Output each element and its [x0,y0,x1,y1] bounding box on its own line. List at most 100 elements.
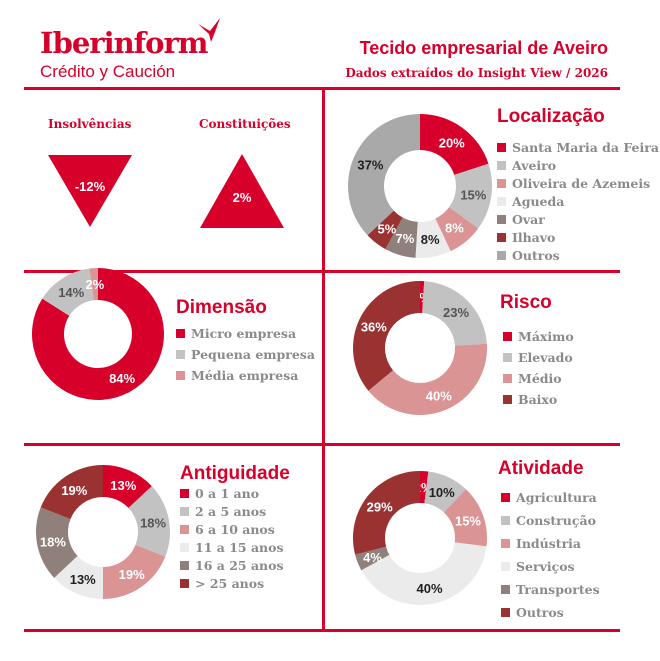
localizacao-slice-3 [415,218,451,258]
legend-swatch [501,493,510,502]
legend-label: 0 a 1 ano [195,485,260,501]
atividade-slice-3 [361,542,487,605]
legend-swatch [497,142,506,152]
legend-label: Santa Maria da Feira [512,139,659,155]
antiguidade-slice-0 [103,465,152,509]
atividade-data-label: 2% [414,480,433,495]
legend-swatch [501,585,510,594]
legend-swatch [180,488,189,498]
legend-swatch [176,329,185,338]
legend-label: Oliveira de Azemeis [512,175,651,191]
legend-label: Outros [512,247,560,263]
legend-label: Transportes [516,582,600,597]
legend-item: 6 a 10 anos [180,520,284,538]
legend-item: Agricultura [501,486,600,509]
legend-label: Baixo [518,392,558,407]
legend-label: Micro empresa [191,326,297,341]
page-subtitle: Dados extraídos do Insight View / 2026 [345,66,608,80]
atividade-data-label: 4% [363,550,382,565]
legend-label: Serviços [516,559,575,574]
legend-item: Outros [501,601,600,624]
down-triangle-icon: -12% [48,155,132,227]
constituicoes-value: 2% [233,190,252,205]
localizacao-data-label: 37% [357,158,383,173]
dimensao-data-label: 14% [58,285,84,300]
legend-swatch [180,506,189,516]
risco-slice-2 [368,343,487,416]
legend-item: 0 a 1 ano [180,484,284,502]
risco-data-label: 1% [412,290,431,305]
legend-item: Serviços [501,555,600,578]
legend-item: Ilhavo [497,228,659,246]
localizacao-slice-2 [435,207,479,252]
localizacao-data-label: 8% [421,232,440,247]
brand-subtitle: Crédito y Caución [40,62,176,81]
dimensao-slice-1 [42,268,94,316]
dimensao-data-label: 2% [85,277,104,292]
legend-swatch [497,160,506,170]
legend-label: Ilhavo [512,229,556,245]
legend-label: Aveiro [512,157,557,173]
atividade-data-label: 10% [429,485,455,500]
legend-swatch [503,353,512,362]
legend-swatch [501,562,510,571]
legend-label: Máximo [518,329,574,344]
brand-logo: Iberinform [40,26,208,60]
dimensao-legend: Micro empresa Pequena empresa Média empres… [176,323,315,386]
legend-label: Agueda [512,193,565,209]
legend-swatch [176,350,185,359]
page-title: Tecido empresarial de Aveiro [359,38,608,58]
antiguidade-slice-3 [54,555,103,599]
legend-item: 11 a 15 anos [180,538,284,556]
legend-item: Máximo [503,326,574,347]
localizacao-slice-1 [449,163,492,229]
legend-swatch [497,250,506,260]
legend-label: 11 a 15 anos [195,539,284,555]
legend-item: Média empresa [176,365,315,386]
legend-item: Pequena empresa [176,344,315,365]
divider [322,87,325,632]
localizacao-slice-4 [385,217,418,258]
legend-item: Médio [503,368,574,389]
legend-swatch [503,374,512,383]
antiguidade-slice-4 [36,507,78,578]
antiguidade-data-label: 13% [110,478,136,493]
antiguidade-data-label: 19% [119,567,145,582]
legend-swatch [180,524,189,534]
legend-label: Média empresa [191,368,299,383]
legend-swatch [497,214,506,224]
antiguidade-legend: 0 a 1 ano 2 a 5 anos 6 a 10 anos 11 a 15 an… [180,484,284,592]
legend-item: Oliveira de Azemeis [497,174,659,192]
risco-slice-0 [420,281,425,314]
risco-slice-3 [352,281,420,391]
antiguidade-data-label: 13% [70,572,96,587]
insolvencias-label: Insolvências [48,117,132,131]
legend-item: Santa Maria da Feira [497,138,659,156]
legend-item: Ovar [497,210,659,228]
legend-item: > 25 anos [180,574,284,592]
atividade-slice-5 [352,471,420,555]
legend-swatch [503,332,512,341]
legend-label: Médio [518,371,562,386]
legend-item: 16 a 25 anos [180,556,284,574]
antiguidade-slice-5 [40,465,103,520]
legend-label: Ovar [512,211,545,227]
legend-item: Elevado [503,347,574,368]
legend-label: 16 a 25 anos [195,557,284,573]
atividade-data-label: 15% [455,514,481,529]
localizacao-title: Localização [497,106,605,127]
legend-swatch [180,578,189,588]
localizacao-data-label: 5% [378,222,397,237]
legend-item: Aveiro [497,156,659,174]
legend-swatch [497,232,506,242]
antiguidade-data-label: 18% [140,515,166,530]
legend-item: Transportes [501,578,600,601]
legend-label: Pequena empresa [191,347,315,362]
atividade-slice-0 [420,471,429,504]
atividade-slice-2 [443,489,487,547]
localizacao-slice-5 [367,210,403,250]
legend-label: Elevado [518,350,573,365]
atividade-data-label: 29% [367,500,393,515]
legend-label: Indústria [516,536,582,551]
